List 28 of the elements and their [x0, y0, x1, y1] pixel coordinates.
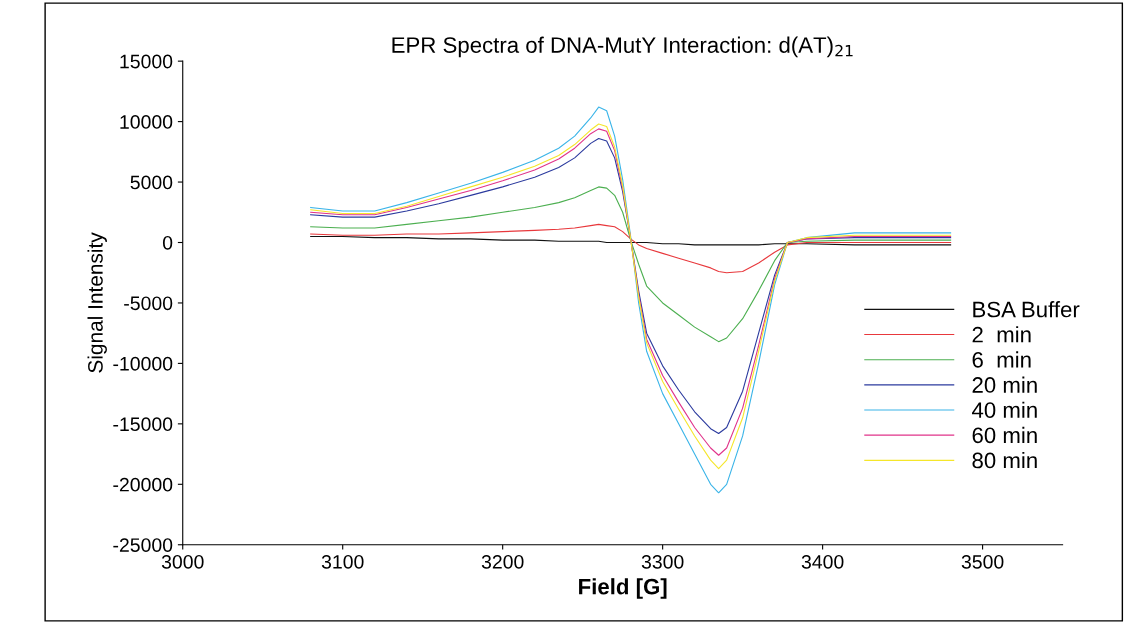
line-series	[310, 186, 952, 343]
y-tick-label: -10000	[113, 356, 173, 371]
legend-label: 40 min	[971, 401, 1037, 419]
y-tick-label: -25000	[113, 538, 173, 552]
legend-label: BSA Buffer	[973, 301, 1080, 318]
y-tick-label: 5000	[130, 175, 173, 190]
line-series	[310, 223, 952, 274]
line-series	[310, 235, 952, 246]
y-tick-label: -5000	[124, 296, 173, 311]
x-tick-label: 3100	[321, 554, 364, 569]
x-tick-label: 3500	[961, 554, 1004, 569]
y-tick-label: 10000	[120, 115, 173, 129]
x-axis-title: Field [G]	[579, 578, 667, 599]
legend-label: 20 min	[972, 376, 1037, 393]
y-tick-label: -20000	[113, 477, 173, 492]
x-tick-label: 3200	[481, 554, 524, 569]
x-tick-label: 3000	[161, 554, 204, 569]
legend-label: 6 min	[972, 351, 1031, 368]
y-axis-title: Signal Intensity	[87, 232, 107, 373]
y-tick-label: 0	[162, 235, 173, 250]
x-tick-label: 3400	[801, 554, 844, 569]
legend-label: 60 min	[972, 426, 1037, 444]
x-tick-label: 3300	[641, 554, 684, 569]
legend-label: 80 min	[972, 452, 1037, 469]
y-tick-label: -15000	[113, 417, 173, 432]
legend-label: 2 min	[972, 326, 1031, 343]
chart-title: EPR Spectra of DNA-MutY Interaction: d(AT)$_{21}$	[392, 36, 853, 58]
y-tick-label: 15000	[120, 54, 173, 69]
